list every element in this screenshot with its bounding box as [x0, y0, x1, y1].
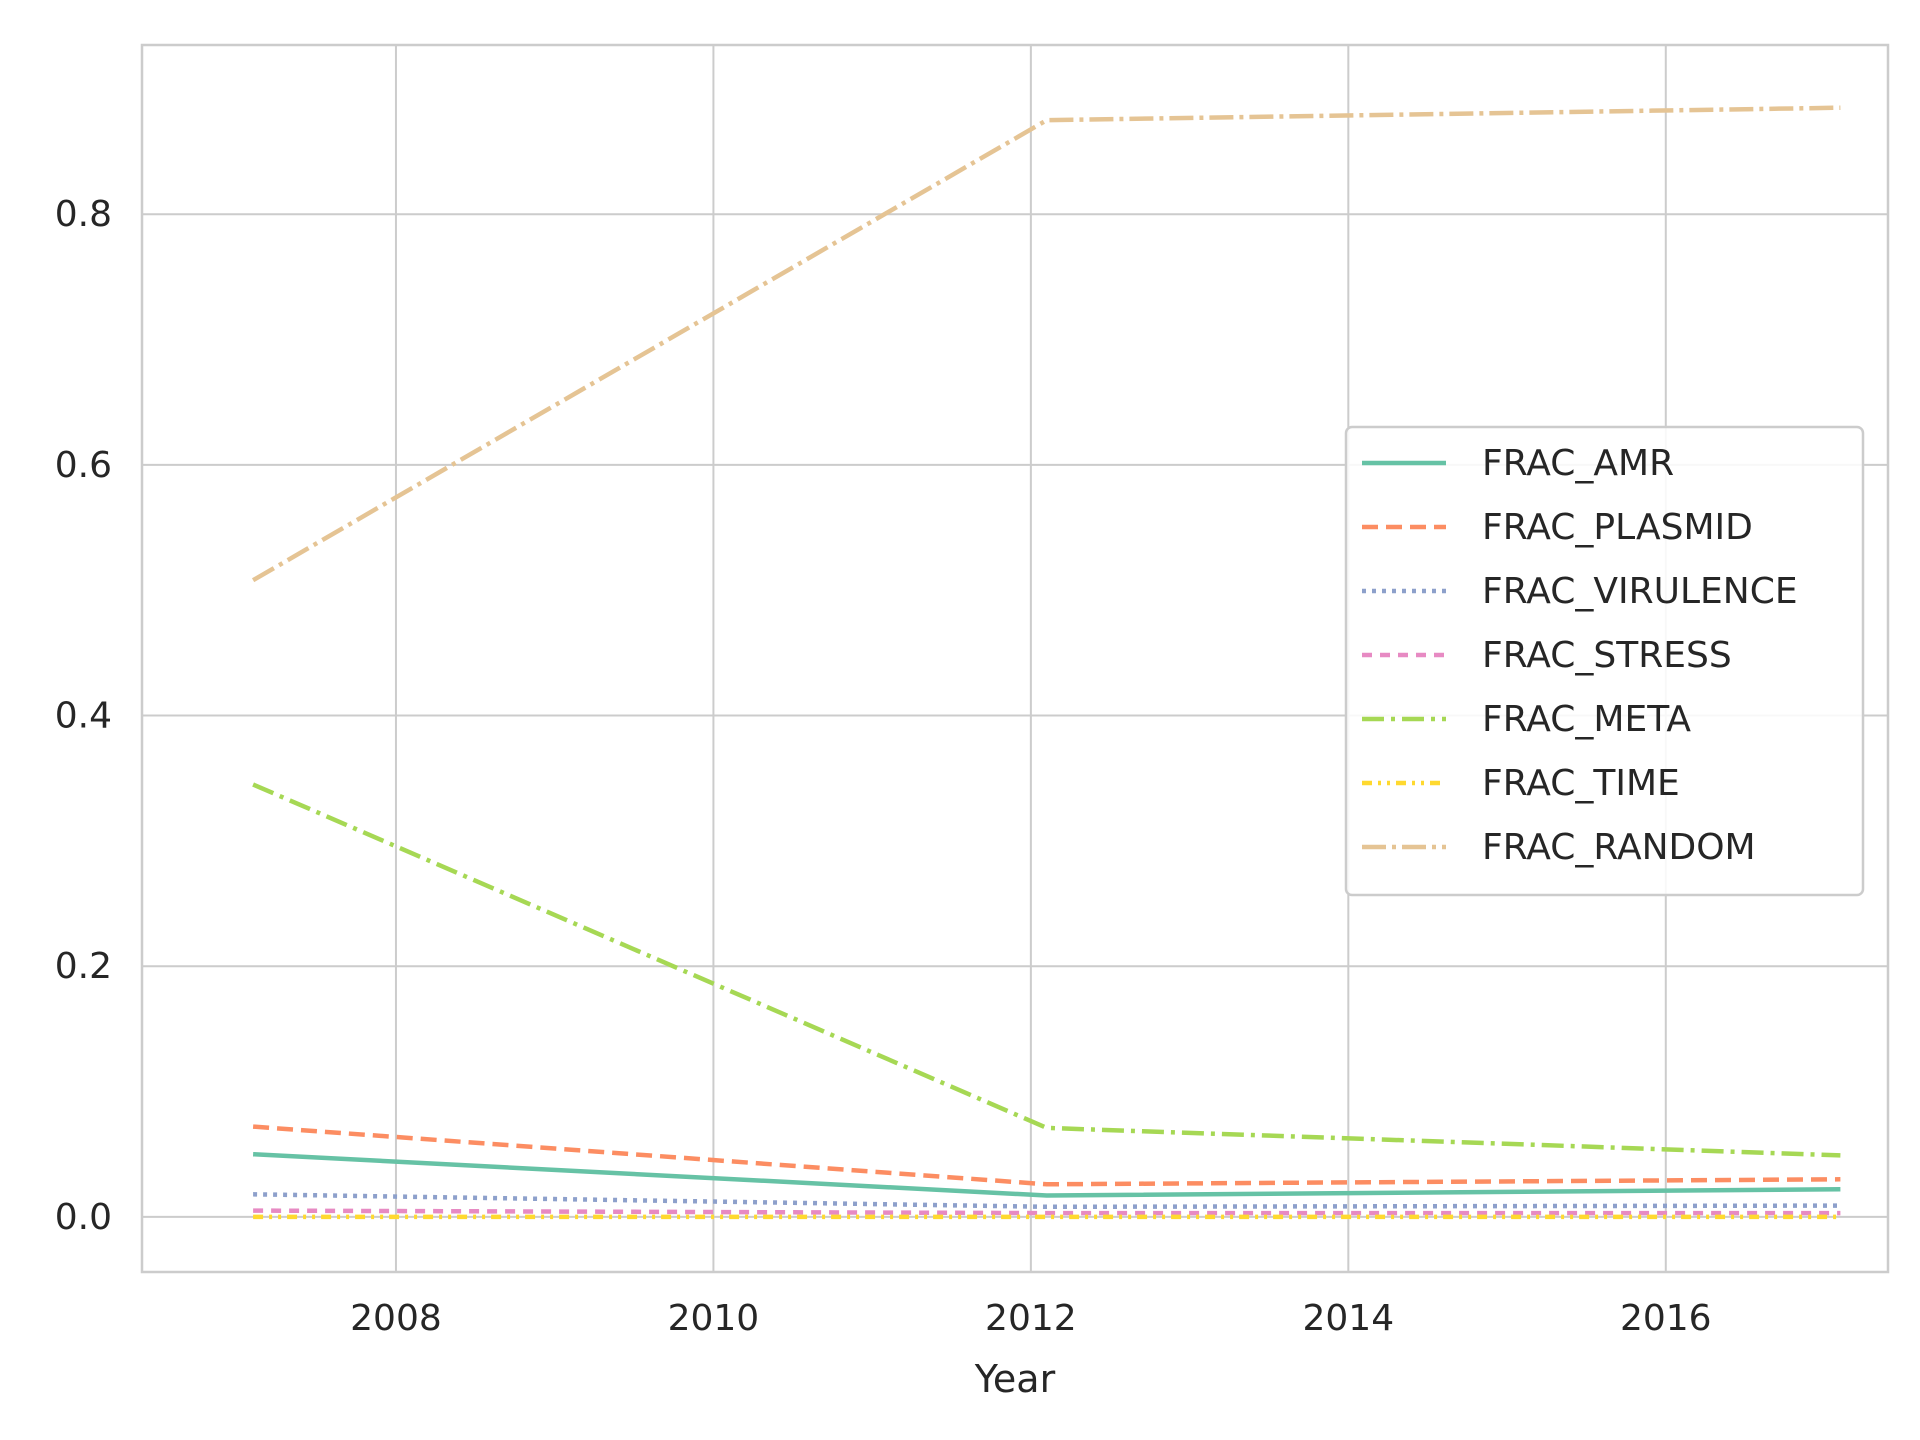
y-tick-label: 0.2 — [55, 946, 112, 987]
y-tick-label: 0.8 — [55, 194, 112, 235]
legend-label: FRAC_STRESS — [1482, 635, 1732, 676]
legend-label: FRAC_PLASMID — [1482, 507, 1753, 548]
y-tick-label: 0.0 — [55, 1197, 112, 1238]
x-tick-label: 2012 — [985, 1298, 1077, 1339]
legend-label: FRAC_VIRULENCE — [1482, 571, 1798, 612]
legend: FRAC_AMR FRAC_PLASMID FRAC_VIRULENCE FRAC_S… — [1344, 425, 1865, 897]
y-tick-label: 0.6 — [55, 445, 112, 486]
y-tick-labels: 0.0 0.2 0.4 0.6 0.8 — [55, 194, 112, 1238]
legend-label: FRAC_RANDOM — [1482, 827, 1756, 868]
y-tick-label: 0.4 — [55, 696, 112, 737]
legend-box — [1344, 425, 1865, 897]
plot-frame — [140, 43, 1890, 1274]
series-lines — [251, 105, 1841, 1220]
x-axis-title: Year — [974, 1357, 1056, 1401]
series-line-frac-amr — [252, 1151, 1841, 1198]
legend-label: FRAC_TIME — [1482, 763, 1680, 804]
series-line-frac-random — [251, 105, 1841, 583]
x-tick-labels: 2008 2010 2012 2014 2016 — [350, 1298, 1711, 1339]
x-tick-label: 2014 — [1303, 1298, 1395, 1339]
series-line-frac-plasmid — [252, 1124, 1841, 1187]
x-tick-label: 2016 — [1620, 1298, 1712, 1339]
series-line-frac-virulence — [253, 1192, 1841, 1210]
legend-label: FRAC_AMR — [1482, 443, 1674, 484]
legend-label: FRAC_META — [1482, 699, 1691, 740]
series-line-frac-meta — [252, 782, 1841, 1158]
x-tick-label: 2008 — [350, 1298, 442, 1339]
x-tick-label: 2010 — [668, 1298, 760, 1339]
series-line-frac-stress — [253, 1208, 1841, 1216]
